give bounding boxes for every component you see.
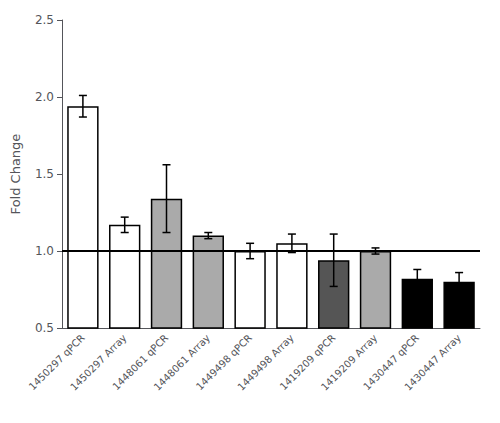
svg-text:1419209 qPCR: 1419209 qPCR [277,332,338,393]
svg-text:1449498 Array: 1449498 Array [235,332,296,393]
svg-text:1448061 Array: 1448061 Array [151,332,213,393]
svg-text:1448061 qPCR: 1448061 qPCR [110,332,171,393]
svg-text:1.5: 1.5 [35,167,54,181]
svg-text:0.5: 0.5 [35,321,54,335]
svg-text:2.0: 2.0 [35,90,54,104]
svg-text:2.5: 2.5 [35,13,54,27]
svg-text:Fold Change: Fold Change [8,134,23,215]
svg-text:1419209 Array: 1419209 Array [318,332,380,393]
svg-text:1450297 qPCR: 1450297 qPCR [26,332,87,393]
svg-text:1.0: 1.0 [35,244,54,258]
svg-text:1449498 qPCR: 1449498 qPCR [193,332,254,393]
svg-text:1450297 Array: 1450297 Array [68,332,129,393]
svg-text:1430447 qPCR: 1430447 qPCR [361,332,422,393]
svg-text:1430447 Array: 1430447 Array [402,332,463,393]
